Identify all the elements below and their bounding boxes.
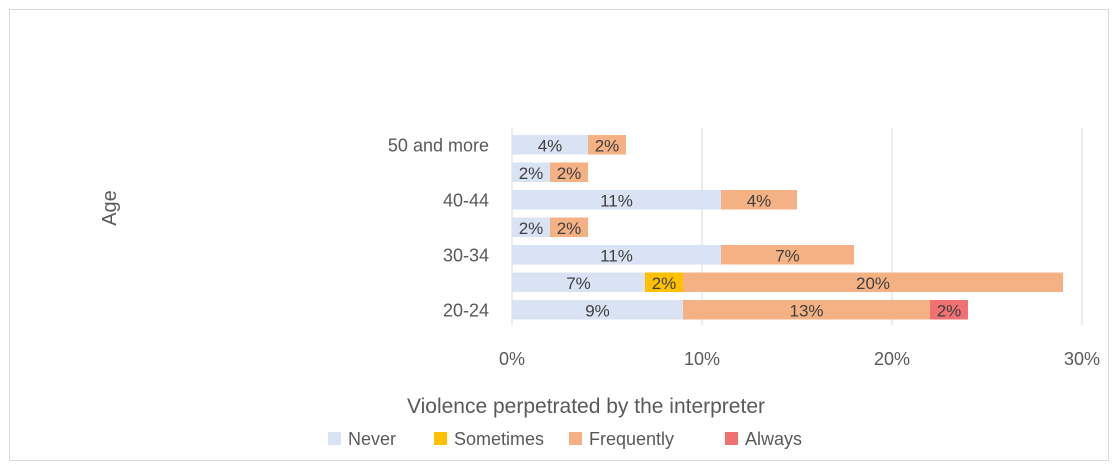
chart-frame [9,9,1109,461]
legend-label-frequently: Frequently [589,429,674,449]
bar-segment-never [512,190,721,210]
legend-swatch-always [725,432,738,445]
legend-label-never: Never [348,429,396,449]
bar-segment-always [930,300,968,320]
data-label: 4% [538,136,563,155]
y-axis-tick-labels: 20-24 30-34 40-44 50 and more [388,135,489,320]
bar-segment-frequently [550,217,588,237]
legend-swatch-sometimes [434,432,447,445]
x-tick-label: 30% [1064,349,1100,369]
bar-segment-never [512,217,550,237]
x-axis-tick-labels: 0% 10% 20% 30% [499,349,1100,369]
data-label: 7% [566,274,591,293]
legend-swatch-never [328,432,341,445]
bar-segment-never [512,162,550,182]
data-label: 4% [747,191,772,210]
data-label: 11% [600,191,633,210]
data-label: 2% [557,219,582,238]
data-label: 20% [856,274,890,293]
x-tick-label: 0% [499,349,525,369]
bar-segment-never [512,272,645,292]
data-label: 9% [585,301,610,320]
data-label: 2% [519,219,544,238]
data-label: 2% [652,274,677,293]
y-tick-label: 20-24 [443,300,489,320]
data-label: 2% [557,164,582,183]
x-tick-label: 20% [874,349,910,369]
legend-label-always: Always [745,429,802,449]
y-axis-title: Age [99,190,121,226]
legend-swatch-frequently [569,432,582,445]
data-label: 2% [595,136,620,155]
bar-segment-never [512,135,588,155]
bar-segment-frequently [550,162,588,182]
data-label: 2% [519,164,544,183]
bar-segment-frequently [683,300,930,320]
data-label: 13% [789,301,823,320]
bar-segment-never [512,300,683,320]
gridlines [511,128,1083,325]
data-label: 2% [937,301,962,320]
x-axis-title: Violence perpetrated by the interpreter [407,395,765,418]
data-labels: 9% 13% 2% 7% 2% 20% 11% 7% 2% 2% 11% 4% 2% 2% 4% 2% [519,136,962,320]
bar-segment-frequently [721,190,797,210]
y-tick-label: 30-34 [443,245,489,265]
bar-segment-never [512,245,721,265]
legend-label-sometimes: Sometimes [454,429,544,449]
y-tick-label: 40-44 [443,190,489,210]
x-tick-label: 10% [684,349,720,369]
legend: Never Sometimes Frequently Always [328,429,802,449]
bars [512,135,1063,320]
bar-segment-frequently [588,135,626,155]
y-tick-label: 50 and more [388,135,489,155]
data-label: 11% [600,246,633,265]
bar-segment-frequently [721,245,854,265]
data-label: 7% [775,246,800,265]
bar-segment-sometimes [645,272,683,292]
bar-segment-frequently [683,272,1063,292]
